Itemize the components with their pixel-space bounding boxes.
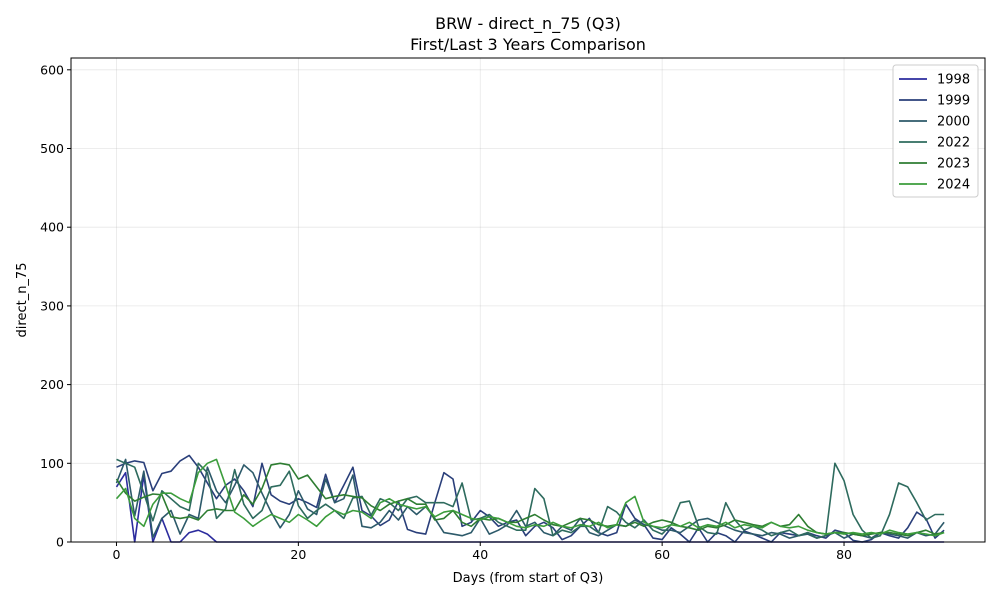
x-axis-label: Days (from start of Q3) bbox=[453, 571, 604, 586]
legend-label-1998: 1998 bbox=[937, 73, 970, 88]
y-tick-label: 500 bbox=[40, 141, 64, 156]
legend-label-2024: 2024 bbox=[937, 178, 970, 193]
chart-title: BRW - direct_n_75 (Q3) bbox=[435, 14, 621, 34]
grid-layer bbox=[71, 58, 985, 543]
y-tick-label: 100 bbox=[40, 456, 64, 471]
y-tick-label: 200 bbox=[40, 377, 64, 392]
x-tick-label: 0 bbox=[112, 547, 120, 562]
plot-area bbox=[71, 58, 985, 542]
x-tick-label: 80 bbox=[836, 547, 852, 562]
x-tick-label: 20 bbox=[290, 547, 306, 562]
y-tick-label: 600 bbox=[40, 62, 64, 77]
x-tick-label: 40 bbox=[472, 547, 488, 562]
series-line-2000 bbox=[115, 458, 945, 539]
chart-subtitle: First/Last 3 Years Comparison bbox=[410, 35, 646, 54]
y-tick-label: 300 bbox=[40, 298, 64, 313]
y-axis-label: direct_n_75 bbox=[15, 263, 30, 338]
y-tick-label: 400 bbox=[40, 220, 64, 235]
series-line-2022 bbox=[116, 458, 945, 539]
legend: 1998 1999 2000 2022 2023 2024 bbox=[892, 64, 979, 198]
series-line-2023 bbox=[115, 462, 945, 537]
plot-frame bbox=[70, 57, 986, 543]
legend-label-2000: 2000 bbox=[937, 115, 970, 130]
legend-label-2023: 2023 bbox=[937, 157, 970, 172]
legend-label-1999: 1999 bbox=[937, 94, 970, 109]
legend-label-2022: 2022 bbox=[937, 136, 970, 151]
x-tick-label: 60 bbox=[654, 547, 670, 562]
legend-box bbox=[892, 64, 979, 198]
tick-layer: 0 20 40 60 80 0 100 200 300 400 500 600 bbox=[40, 62, 852, 562]
y-tick-label: 0 bbox=[56, 535, 64, 550]
series-line-2024 bbox=[115, 458, 945, 537]
